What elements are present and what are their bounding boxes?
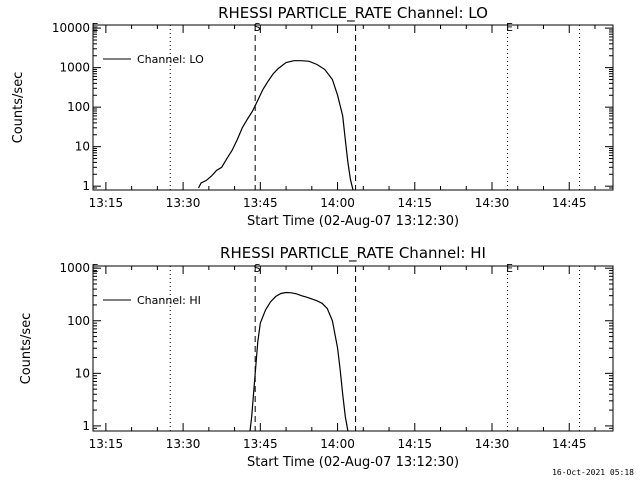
- y-tick-label: 100: [67, 100, 90, 114]
- y-axis-label: Counts/sec: [19, 313, 34, 385]
- x-tick-label: 13:45: [243, 196, 278, 210]
- chart-title: RHESSI PARTICLE_RATE Channel: LO: [218, 4, 488, 23]
- x-tick-label: 13:45: [243, 437, 278, 451]
- x-axis-label: Start Time (02-Aug-07 13:12:30): [247, 214, 459, 229]
- time-marker-label: S: [254, 21, 261, 34]
- plot-frame: [92, 24, 614, 191]
- time-marker-label: E: [92, 262, 99, 275]
- x-tick-label: 13:15: [89, 196, 124, 210]
- y-tick-label: 10: [75, 140, 90, 154]
- x-tick-label: 14:00: [320, 437, 355, 451]
- x-tick-label: 14:00: [320, 196, 355, 210]
- x-tick-label: 14:15: [397, 437, 432, 451]
- y-tick-label: 1: [82, 419, 90, 433]
- legend-entry: Channel: LO: [137, 53, 204, 66]
- x-tick-label: 14:45: [552, 437, 587, 451]
- plot-frame: [92, 265, 614, 432]
- y-tick-label: 10: [75, 366, 90, 380]
- x-axis-label: Start Time (02-Aug-07 13:12:30): [247, 455, 459, 470]
- x-tick-label: 14:30: [475, 437, 510, 451]
- x-tick-label: 13:15: [89, 437, 124, 451]
- x-tick-label: 14:15: [397, 196, 432, 210]
- x-tick-label: 13:30: [166, 196, 201, 210]
- y-tick-label: 1000: [59, 61, 90, 75]
- legend-entry: Channel: HI: [137, 294, 201, 307]
- y-tick-label: 10000: [52, 21, 90, 35]
- x-tick-label: 14:30: [475, 196, 510, 210]
- y-tick-label: 100: [67, 314, 90, 328]
- time-marker-label: E: [506, 21, 513, 34]
- x-tick-label: 13:30: [166, 437, 201, 451]
- time-marker-label: S: [254, 262, 261, 275]
- series-line: [249, 291, 349, 431]
- time-marker-label: E: [92, 21, 99, 34]
- time-marker-label: E: [506, 262, 513, 275]
- y-tick-label: 1000: [59, 261, 90, 275]
- x-tick-label: 14:45: [552, 196, 587, 210]
- chart-panel-2: RHESSI PARTICLE_RATE Channel: HI 13:15 13:…: [19, 244, 614, 470]
- chart-title: RHESSI PARTICLE_RATE Channel: HI: [220, 244, 486, 263]
- y-tick-label: 1: [82, 179, 90, 193]
- chart-panel-1: RHESSI PARTICLE_RATE Channel: LO 13:15 13:…: [11, 4, 614, 229]
- footer-timestamp: 16-Oct-2021 05:18: [552, 468, 634, 477]
- series-line: [197, 60, 354, 190]
- y-axis-label: Counts/sec: [11, 72, 26, 144]
